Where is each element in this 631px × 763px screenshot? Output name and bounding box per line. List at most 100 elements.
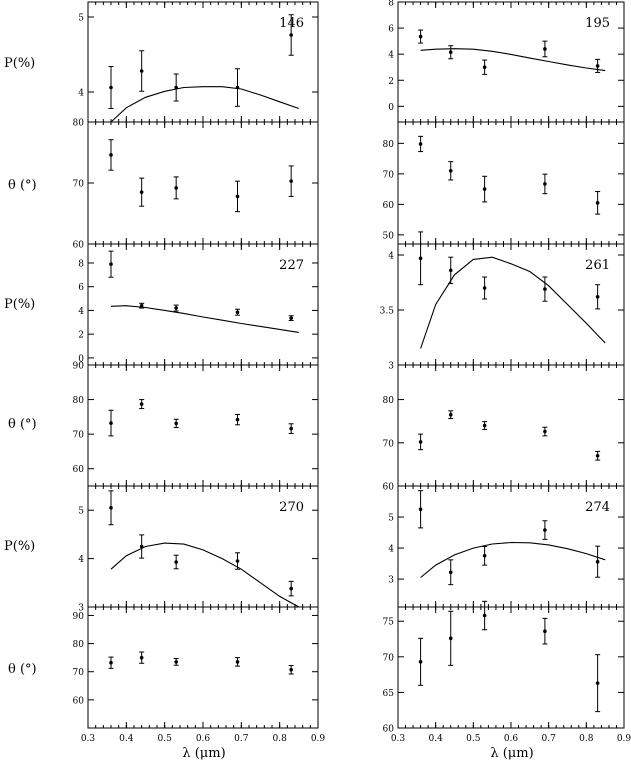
x-tick-label: 0.8 <box>579 734 594 744</box>
data-point <box>109 153 113 157</box>
y-tick-label: 65 <box>383 689 395 699</box>
y-tick-label: 70 <box>73 668 85 678</box>
y-tick-label: 2 <box>388 77 394 87</box>
data-point <box>482 554 487 558</box>
data-point <box>109 660 113 665</box>
data-point <box>418 256 423 261</box>
data-point <box>418 142 423 146</box>
x-tick-label: 0.9 <box>617 734 631 744</box>
data-point <box>448 268 453 273</box>
panel-label: 195 <box>585 16 610 31</box>
data-point <box>139 544 144 549</box>
data-point <box>174 421 178 426</box>
y-tick-label: 70 <box>73 180 85 190</box>
x-tick-label: 0.3 <box>81 734 96 744</box>
y-tick-label: 2 <box>78 331 84 341</box>
y-tick-label: 80 <box>73 119 85 129</box>
panel-label: 270 <box>279 500 304 515</box>
panel-label: 274 <box>585 500 610 515</box>
data-point <box>543 47 547 51</box>
y-tick-label: 80 <box>73 396 85 406</box>
data-point <box>109 262 113 266</box>
y-tick-label: 70 <box>383 170 395 180</box>
data-point <box>543 528 547 532</box>
panel-274-theta: 0.3 0.4 0.5 0.6 0.7 0.8 0.9 60 65 70 75 <box>383 600 631 744</box>
y-tick-label: 4 <box>388 545 394 555</box>
y-tick-label: 70 <box>383 653 395 663</box>
panel-frame <box>397 121 625 245</box>
panel-227-theta: 60 70 80 90 <box>73 362 319 487</box>
ylabel-theta-227: θ (°) <box>8 417 37 432</box>
data-point <box>109 421 113 425</box>
y-tick-label: 3 <box>388 576 394 586</box>
y-tick-label: 75 <box>383 618 395 628</box>
y-tick-label: 80 <box>73 640 85 650</box>
panel-261-theta: 60 70 80 <box>383 364 625 493</box>
data-point <box>482 286 487 290</box>
panel-270-P: 3 4 5 270 <box>78 485 319 614</box>
data-point <box>289 316 293 320</box>
xlabel-left: λ (μm) <box>182 746 225 761</box>
data-point <box>482 613 487 618</box>
x-tick-label: 0.5 <box>158 734 173 744</box>
y-tick-label: 4 <box>78 307 84 317</box>
data-point <box>418 660 423 664</box>
data-point <box>139 190 144 194</box>
y-tick-label: 90 <box>73 612 85 622</box>
data-point <box>543 182 547 186</box>
panel-195-theta: 50 60 70 80 <box>383 121 625 245</box>
panel-270-theta: 0.3 0.4 0.5 0.6 0.7 0.8 0.9 60 70 80 90 <box>73 606 326 744</box>
ylabel-theta-270: θ (°) <box>8 662 37 677</box>
y-tick-label: 5 <box>78 507 84 517</box>
panel-frame <box>397 606 625 729</box>
data-point <box>448 636 453 641</box>
y-tick-label: 80 <box>383 140 395 150</box>
y-tick-label: 60 <box>73 696 85 706</box>
data-point <box>289 179 293 183</box>
data-point <box>174 186 178 190</box>
x-tick-label: 0.4 <box>119 734 134 744</box>
y-tick-label: 90 <box>73 362 85 372</box>
x-tick-label: 0.9 <box>311 734 326 744</box>
y-tick-label: 4 <box>78 555 84 565</box>
data-point <box>174 560 178 564</box>
data-point <box>418 34 423 39</box>
y-tick-label: 4 <box>78 89 84 99</box>
ylabel-p-270: P(%) <box>4 539 35 554</box>
data-point <box>174 660 178 664</box>
panel-frame <box>87 121 319 245</box>
data-point <box>174 306 178 310</box>
data-point <box>543 429 547 434</box>
data-point <box>595 201 600 205</box>
y-tick-label: 6 <box>78 283 84 293</box>
y-tick-label: 3 <box>388 362 394 372</box>
data-point <box>235 559 240 563</box>
data-point <box>289 33 293 37</box>
panel-frame <box>87 364 319 487</box>
y-tick-label: 3.5 <box>380 307 395 317</box>
data-point <box>482 65 487 70</box>
y-tick-label: 0 <box>388 103 394 113</box>
y-tick-label: 70 <box>73 431 85 441</box>
y-tick-label: 8 <box>78 259 84 269</box>
y-tick-label: 0 <box>78 354 84 364</box>
x-tick-label: 0.7 <box>234 734 249 744</box>
model-curve <box>420 541 606 578</box>
y-tick-label: 4 <box>388 51 394 61</box>
data-point <box>543 629 547 633</box>
model-curve <box>420 256 606 349</box>
y-tick-label: 5 <box>388 514 394 524</box>
y-tick-label: 8 <box>388 0 394 9</box>
data-point <box>109 85 113 90</box>
ylabel-p-146: P(%) <box>4 56 35 71</box>
y-tick-label: 6 <box>388 25 394 35</box>
x-tick-label: 0.4 <box>429 734 444 744</box>
data-point <box>448 570 453 575</box>
data-point <box>595 64 600 68</box>
y-tick-label: 60 <box>383 201 395 211</box>
data-point <box>109 505 113 510</box>
model-curve <box>110 305 299 333</box>
x-tick-label: 0.6 <box>196 734 211 744</box>
